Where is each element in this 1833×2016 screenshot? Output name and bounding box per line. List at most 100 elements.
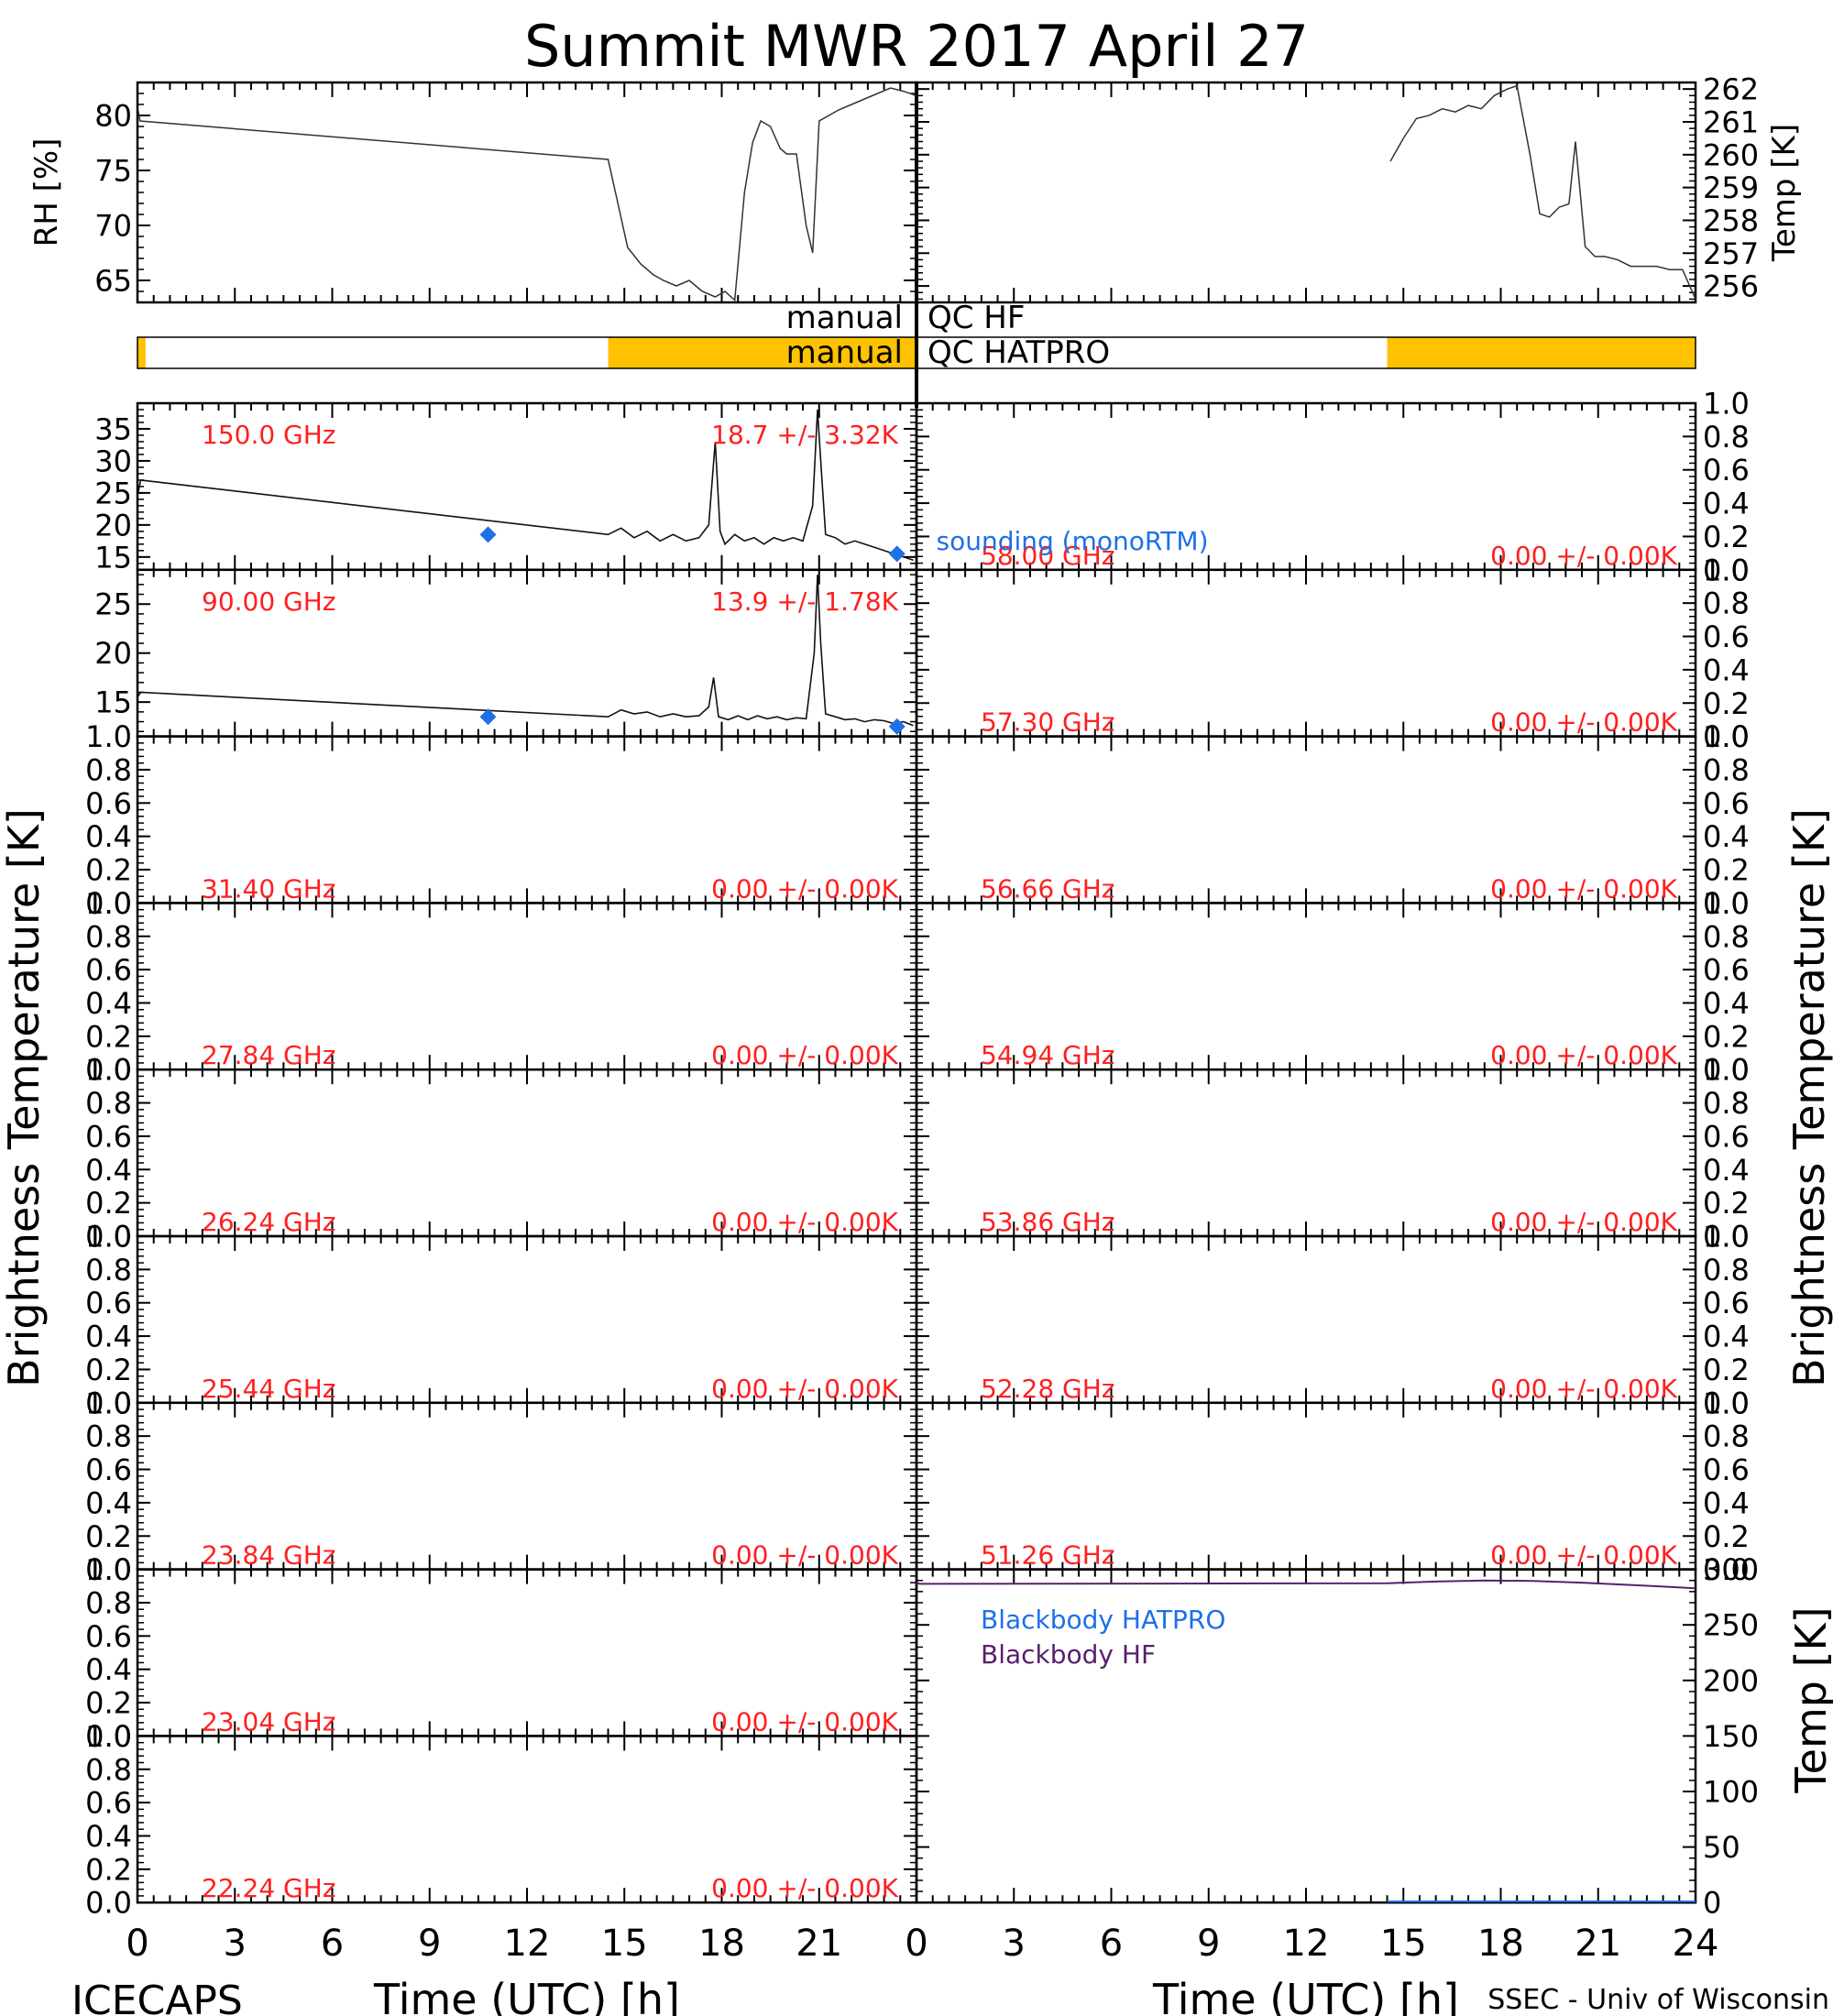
y-tick-label: 100 — [1703, 1775, 1759, 1810]
freq-label: 150.0 GHz — [202, 420, 336, 450]
y-tick-label: 259 — [1703, 170, 1759, 205]
y-tick-label: 0.6 — [1703, 1286, 1750, 1320]
x-tick-label: 21 — [1575, 1923, 1621, 1965]
stats-label: 0.00 +/- 0.00K — [711, 1040, 898, 1070]
stats-label: 18.7 +/- 3.32K — [711, 420, 898, 450]
y-tick-label: 1.0 — [85, 1220, 132, 1255]
y-tick-label: 0.4 — [1703, 1485, 1750, 1520]
y-tick-label: 0.0 — [1703, 886, 1750, 921]
freq-label: 27.84 GHz — [202, 1040, 336, 1070]
freq-label: 22.24 GHz — [202, 1873, 336, 1903]
stats-label: 0.00 +/- 0.00K — [1490, 873, 1677, 904]
y-tick-label: 0.8 — [1703, 420, 1750, 455]
y-tick-label: 0.8 — [1703, 752, 1750, 787]
y-tick-label: 25 — [94, 476, 132, 510]
x-tick-label: 18 — [1477, 1923, 1524, 1965]
y-tick-label: 262 — [1703, 72, 1759, 107]
y-tick-label: 0.0 — [1703, 1386, 1750, 1420]
y-tick-label: 0.4 — [1703, 986, 1750, 1021]
stats-label: 0.00 +/- 0.00K — [1490, 707, 1677, 738]
stats-label: 0.00 +/- 0.00K — [1490, 1040, 1677, 1070]
y-tick-label: 0 — [1703, 1886, 1721, 1921]
y-tick-label: 0.4 — [85, 1485, 132, 1520]
y-tick-label: 70 — [94, 209, 132, 244]
legend-sounding: sounding (monoRTM) — [937, 526, 1209, 556]
y-tick-label: 0.2 — [85, 1019, 132, 1054]
right-tb-axis-label: Brightness Temperature [K] — [1784, 808, 1833, 1387]
footer-left: ICECAPS — [71, 1978, 243, 2016]
y-tick-label: 1.0 — [85, 1719, 132, 1754]
qc-band-left — [137, 337, 146, 368]
y-tick-label: 256 — [1703, 269, 1759, 304]
y-tick-label: 0.4 — [1703, 1320, 1750, 1354]
qc-hatpro-label-right: QC HATPRO — [927, 334, 1110, 371]
y-tick-label: 1.0 — [85, 886, 132, 921]
y-tick-label: 1.0 — [85, 1552, 132, 1587]
temp-bottom-axis-label: Temp [K] — [1786, 1606, 1833, 1793]
y-tick-label: 0.0 — [85, 1386, 132, 1420]
freq-label: 52.28 GHz — [981, 1374, 1115, 1404]
y-tick-label: 50 — [1703, 1830, 1740, 1865]
y-tick-label: 260 — [1703, 137, 1759, 172]
sounding-point — [888, 718, 906, 735]
freq-label: 53.86 GHz — [981, 1207, 1115, 1237]
y-tick-label: 0.4 — [85, 1153, 132, 1188]
y-tick-label: 0.4 — [85, 1652, 132, 1687]
y-tick-label: 0.6 — [1703, 1452, 1750, 1487]
y-tick-label: 0.8 — [85, 919, 132, 954]
freq-label: 31.40 GHz — [202, 873, 336, 904]
stats-label: 0.00 +/- 0.00K — [711, 1873, 898, 1903]
qc-hf-label-right: QC HF — [927, 300, 1025, 336]
y-tick-label: 25 — [94, 587, 132, 622]
panel-tb-5730: 0.00.20.40.60.81.057.30 GHz 0.00 +/- 0.00… — [915, 553, 1750, 754]
y-tick-label: 0.8 — [85, 1253, 132, 1287]
sounding-point — [479, 708, 497, 726]
y-tick-label: 0.2 — [85, 1686, 132, 1721]
y-tick-label: 0.2 — [85, 853, 132, 888]
x-tick-label: 0 — [905, 1923, 927, 1965]
stats-label: 0.00 +/- 0.00K — [711, 1706, 898, 1737]
stats-label: 0.00 +/- 0.00K — [711, 873, 898, 904]
rh-axis-label: RH [%] — [28, 138, 65, 247]
temp-top-axis-label: Temp [K] — [1766, 124, 1803, 262]
y-tick-label: 261 — [1703, 105, 1759, 140]
y-tick-label: 258 — [1703, 203, 1759, 238]
qc-hf-label-left: manual — [786, 300, 903, 336]
y-tick-label: 0.4 — [85, 1320, 132, 1354]
qc-band-right — [1387, 337, 1696, 368]
panel-tb-5228: 0.00.20.40.60.81.052.28 GHz 0.00 +/- 0.00… — [915, 1220, 1750, 1420]
y-tick-label: 0.2 — [1703, 1353, 1750, 1387]
y-tick-label: 0.8 — [85, 1585, 132, 1620]
tb-series-line — [137, 575, 914, 727]
y-tick-label: 1.0 — [85, 1386, 132, 1420]
y-tick-label: 75 — [94, 154, 132, 189]
y-tick-label: 0.2 — [1703, 686, 1750, 721]
y-tick-label: 1.0 — [1703, 1220, 1750, 1255]
freq-label: 26.24 GHz — [202, 1207, 336, 1237]
y-tick-label: 0.0 — [1703, 719, 1750, 754]
panel-tb-5126: 0.00.20.40.60.81.051.26 GHz 0.00 +/- 0.00… — [915, 1386, 1750, 1587]
x-tick-label: 15 — [601, 1923, 648, 1965]
x-tick-label: 15 — [1380, 1923, 1427, 1965]
y-tick-label: 0.0 — [1703, 1053, 1750, 1088]
y-tick-label: 0.2 — [85, 1519, 132, 1554]
sounding-point — [888, 545, 906, 563]
y-tick-label: 30 — [94, 444, 132, 478]
y-tick-label: 0.6 — [85, 1286, 132, 1320]
y-tick-label: 0.8 — [85, 1419, 132, 1454]
freq-label: 54.94 GHz — [981, 1040, 1115, 1070]
y-tick-label: 0.2 — [1703, 1519, 1750, 1554]
y-tick-label: 0.6 — [85, 953, 132, 988]
y-tick-label: 0.6 — [1703, 1119, 1750, 1154]
y-tick-label: 0.2 — [85, 1353, 132, 1387]
y-tick-label: 0.8 — [85, 752, 132, 787]
x-tick-labels: 0 3 6 9 12 15 18 21 0 3 6 9 12 15 18 21 24 — [126, 1923, 1718, 1965]
left-time-axis-label: Time (UTC) [h] — [373, 1975, 680, 2016]
stats-label: 0.00 +/- 0.00K — [1490, 541, 1677, 571]
y-tick-label: 0.0 — [85, 1719, 132, 1754]
y-tick-label: 0.8 — [1703, 919, 1750, 954]
y-tick-label: 35 — [94, 411, 132, 446]
y-tick-label: 0.2 — [85, 1852, 132, 1887]
blackbody-series-line — [916, 1579, 1696, 1590]
